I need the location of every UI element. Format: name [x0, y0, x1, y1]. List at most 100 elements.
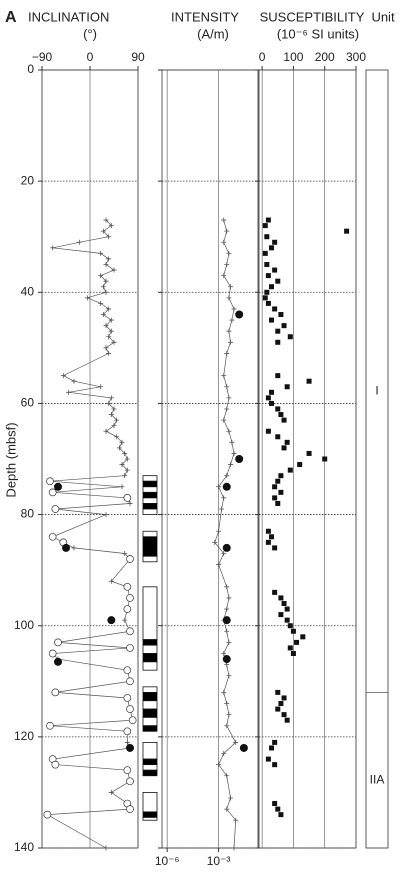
open-circle: [123, 582, 132, 591]
cross-marker: [231, 450, 237, 456]
cross-marker: [103, 278, 109, 284]
susceptibility-point: [265, 300, 271, 306]
cross-marker: [127, 500, 133, 506]
susceptibility-point: [269, 389, 275, 395]
cross-marker: [216, 484, 222, 490]
x-tick-label: 0: [259, 50, 266, 64]
susceptibility-point: [272, 495, 278, 501]
cross-marker: [226, 595, 232, 601]
cross-marker: [221, 495, 227, 501]
cross-marker: [103, 217, 109, 223]
y-tick-label: 40: [21, 284, 35, 298]
polarity-block: [142, 586, 158, 641]
susceptibility-point: [281, 323, 287, 329]
open-circle: [126, 627, 134, 636]
susceptibility-point: [269, 317, 275, 323]
susceptibility-point: [284, 717, 290, 723]
cross-marker: [111, 267, 117, 273]
susceptibility-point: [262, 295, 268, 301]
polarity-block: [142, 686, 158, 693]
open-circle: [126, 805, 134, 813]
discrete-sample: [239, 743, 248, 752]
cross-marker: [221, 550, 227, 556]
open-circle: [51, 760, 60, 769]
susceptibility-point: [272, 239, 278, 245]
cross-marker: [212, 539, 218, 545]
cross-marker: [224, 584, 230, 590]
cross-marker: [224, 473, 230, 479]
cross-marker: [103, 428, 109, 434]
open-circle: [126, 677, 134, 686]
susceptibility-point: [278, 473, 284, 479]
polarity-block: [142, 486, 158, 493]
open-circle: [128, 716, 137, 725]
cross-marker: [228, 462, 234, 468]
open-circle: [126, 555, 134, 563]
polarity-block: [142, 817, 158, 821]
y-tick-label: 100: [14, 618, 34, 632]
susceptibility-point: [269, 745, 275, 751]
cross-marker: [108, 412, 114, 418]
susceptibility-point: [264, 234, 270, 240]
cross-marker: [111, 423, 117, 429]
susceptibility-point: [284, 384, 290, 390]
x-tick-label: 10⁻⁶: [155, 854, 180, 868]
susceptibility-point: [284, 617, 290, 623]
y-tick-label: 80: [21, 507, 35, 521]
panel-frame: [161, 69, 259, 849]
susceptibility-point: [262, 223, 268, 229]
susceptibility-point: [275, 478, 281, 484]
cross-marker: [226, 428, 232, 434]
cross-marker: [224, 262, 230, 267]
cross-marker: [114, 417, 120, 423]
open-circle: [48, 488, 57, 497]
susceptibility-point: [294, 639, 300, 645]
open-circle: [126, 705, 134, 713]
cross-marker: [124, 739, 130, 745]
cross-marker: [111, 406, 117, 412]
polarity-block: [142, 764, 158, 771]
cross-marker: [84, 295, 90, 301]
cross-marker: [108, 395, 114, 401]
cross-marker: [50, 245, 56, 251]
cross-marker: [103, 323, 109, 329]
susceptibility-point: [287, 334, 293, 340]
open-circle: [46, 477, 54, 486]
open-circle: [123, 494, 132, 502]
susceptibility-point: [306, 450, 312, 456]
cross-marker: [221, 217, 227, 223]
susceptibility-point: [275, 434, 281, 440]
susceptibility-point: [272, 739, 278, 745]
open-circle: [123, 605, 132, 613]
cross-marker: [108, 223, 114, 229]
open-circle: [126, 594, 134, 602]
cross-marker: [224, 723, 230, 729]
panel-subtitle: (A/m): [197, 26, 229, 41]
cross-marker: [106, 334, 112, 340]
susceptibility-point: [275, 806, 281, 812]
susceptibility-point: [265, 539, 271, 545]
susceptibility-point: [264, 289, 270, 295]
panel-frame: [365, 69, 389, 849]
open-circle: [123, 727, 132, 736]
cross-marker: [224, 228, 230, 234]
panel-title: SUSCEPTIBILITY: [260, 9, 365, 24]
open-circle: [123, 694, 132, 702]
discrete-sample: [54, 482, 62, 491]
open-circle: [46, 721, 54, 730]
y-tick-label: 120: [14, 729, 34, 743]
panel-label: A: [5, 9, 17, 26]
susceptibility-point: [275, 373, 281, 379]
cross-marker: [224, 406, 230, 412]
cross-marker: [106, 400, 112, 406]
polarity-block: [142, 503, 158, 510]
cross-marker: [108, 317, 114, 323]
cross-marker: [71, 378, 77, 384]
open-circle: [51, 505, 60, 513]
cross-marker: [76, 239, 82, 245]
discrete-sample: [235, 455, 244, 463]
cross-marker: [108, 328, 114, 334]
cross-marker: [122, 617, 128, 623]
cross-marker: [224, 350, 230, 356]
